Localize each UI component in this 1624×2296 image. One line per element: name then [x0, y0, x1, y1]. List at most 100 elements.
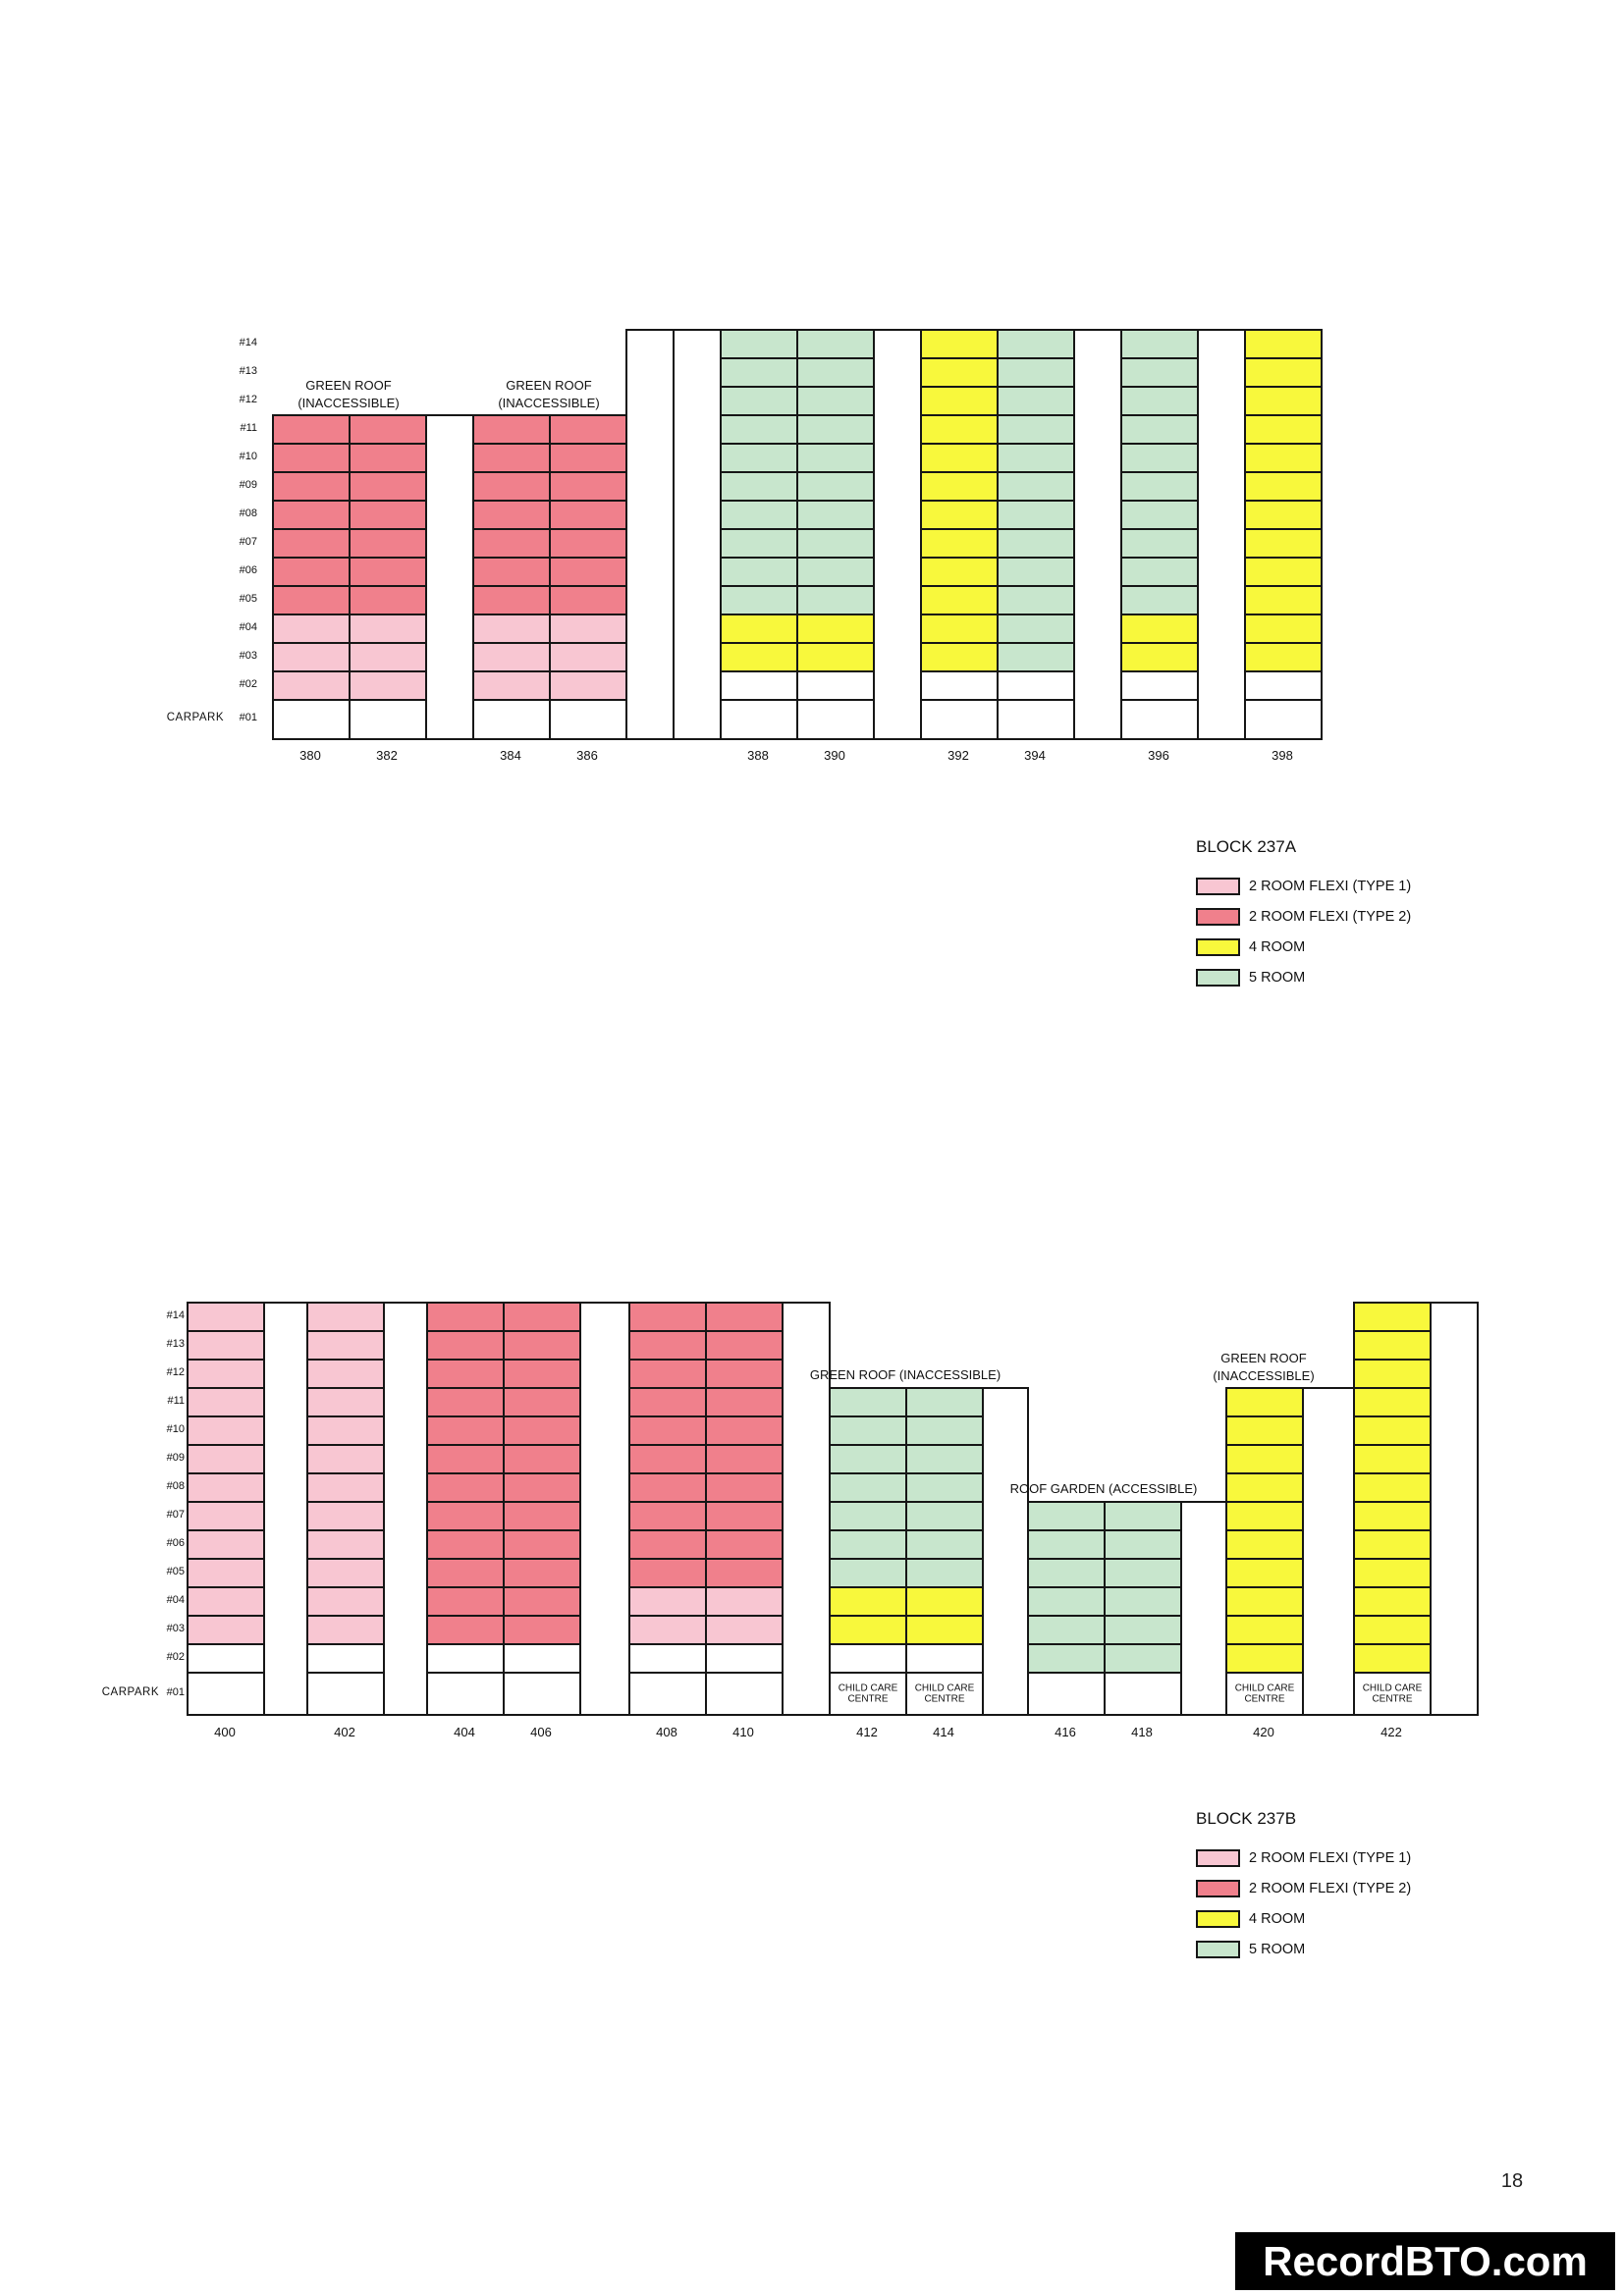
unit-cell: [920, 500, 999, 530]
floor-label: #04: [166, 1593, 185, 1606]
carpark-cell: [472, 699, 551, 740]
unit-cell: [705, 1615, 784, 1645]
unit-cell: [472, 443, 551, 473]
unit-cell: [272, 585, 351, 615]
unit-cell: [796, 471, 875, 502]
legend-item-label: 5 ROOM: [1249, 970, 1306, 986]
unit-cell: [549, 471, 627, 502]
unit-cell: [272, 557, 351, 587]
unit-cell: [187, 1415, 265, 1446]
floor-label: #12: [166, 1365, 185, 1378]
carpark-cell: [720, 699, 798, 740]
carpark-cell: [549, 699, 627, 740]
unit-cell: [503, 1330, 581, 1361]
unit-cell: [1104, 1529, 1182, 1560]
unit-cell: [829, 1586, 907, 1617]
legend-swatch: [1196, 908, 1240, 926]
unit-cell: [920, 642, 999, 672]
stack-number: 420: [1253, 1725, 1274, 1739]
unit-cell: [796, 585, 875, 615]
unit-cell: [705, 1472, 784, 1503]
unit-cell: [349, 585, 427, 615]
stack-number: 418: [1131, 1725, 1153, 1739]
stack-number: 392: [947, 748, 969, 763]
void-cell: [829, 1643, 907, 1674]
unit-cell: [187, 1359, 265, 1389]
floor-label: #11: [240, 421, 257, 434]
unit-cell: [1353, 1415, 1432, 1446]
childcare-cell: CHILD CARE CENTRE: [1225, 1672, 1304, 1716]
unit-cell: [905, 1558, 984, 1588]
childcare-label: CHILD CARE CENTRE: [838, 1682, 898, 1705]
roof-annotation: GREEN ROOF: [305, 378, 392, 393]
unit-cell: [272, 614, 351, 644]
floor-label: #03: [239, 649, 257, 662]
unit-cell: [349, 471, 427, 502]
unit-cell: [1225, 1529, 1304, 1560]
void-cell: [628, 1643, 707, 1674]
childcare-label: CHILD CARE CENTRE: [1234, 1682, 1295, 1705]
unit-cell: [720, 443, 798, 473]
unit-cell: [705, 1558, 784, 1588]
unit-cell: [997, 614, 1075, 644]
unit-cell: [1244, 642, 1323, 672]
unit-cell: [306, 1615, 385, 1645]
unit-cell: [1027, 1643, 1106, 1674]
unit-cell: [628, 1359, 707, 1389]
floor-label: #10: [239, 450, 257, 462]
unit-cell: [426, 1330, 505, 1361]
unit-cell: [997, 557, 1075, 587]
unit-cell: [705, 1415, 784, 1446]
unit-cell: [1225, 1415, 1304, 1446]
unit-cell: [426, 1529, 505, 1560]
legend-swatch: [1196, 938, 1240, 956]
legend-item-label: 2 ROOM FLEXI (TYPE 2): [1249, 909, 1412, 925]
carpark-cell: [503, 1672, 581, 1716]
unit-cell: [628, 1387, 707, 1417]
unit-cell: [705, 1501, 784, 1531]
legend-item-label: 2 ROOM FLEXI (TYPE 1): [1249, 879, 1412, 894]
unit-cell: [796, 414, 875, 445]
unit-cell: [920, 443, 999, 473]
unit-cell: [349, 443, 427, 473]
stack-number: 398: [1272, 748, 1293, 763]
carpark-cell: [272, 699, 351, 740]
unit-cell: [705, 1529, 784, 1560]
unit-cell: [720, 500, 798, 530]
unit-cell: [349, 670, 427, 701]
unit-cell: [720, 642, 798, 672]
unit-cell: [1244, 500, 1323, 530]
legend-item-label: 5 ROOM: [1249, 1942, 1306, 1957]
unit-cell: [720, 471, 798, 502]
unit-cell: [1353, 1586, 1432, 1617]
stack-number: 404: [454, 1725, 475, 1739]
unit-cell: [1120, 500, 1199, 530]
carpark-cell: [426, 1672, 505, 1716]
floor-label: #10: [166, 1422, 185, 1435]
unit-cell: [1353, 1615, 1432, 1645]
carpark-cell: [1104, 1672, 1182, 1716]
unit-cell: [997, 585, 1075, 615]
unit-cell: [503, 1444, 581, 1474]
floor-label: #04: [239, 620, 257, 633]
unit-cell: [1104, 1501, 1182, 1531]
floor-label: #14: [239, 336, 257, 348]
unit-cell: [920, 585, 999, 615]
unit-cell: [426, 1359, 505, 1389]
unit-cell: [272, 443, 351, 473]
floor-label: #05: [166, 1565, 185, 1577]
unit-cell: [1244, 443, 1323, 473]
carpark-label: CARPARK: [101, 1685, 159, 1698]
unit-cell: [628, 1444, 707, 1474]
unit-cell: [1027, 1529, 1106, 1560]
floor-label: #08: [166, 1479, 185, 1492]
unit-cell: [628, 1415, 707, 1446]
unit-cell: [920, 528, 999, 559]
unit-cell: [187, 1501, 265, 1531]
unit-cell: [1244, 471, 1323, 502]
floor-label: #03: [166, 1622, 185, 1634]
unit-cell: [187, 1615, 265, 1645]
void-cell: [1244, 670, 1323, 701]
unit-cell: [503, 1302, 581, 1332]
unit-cell: [503, 1586, 581, 1617]
